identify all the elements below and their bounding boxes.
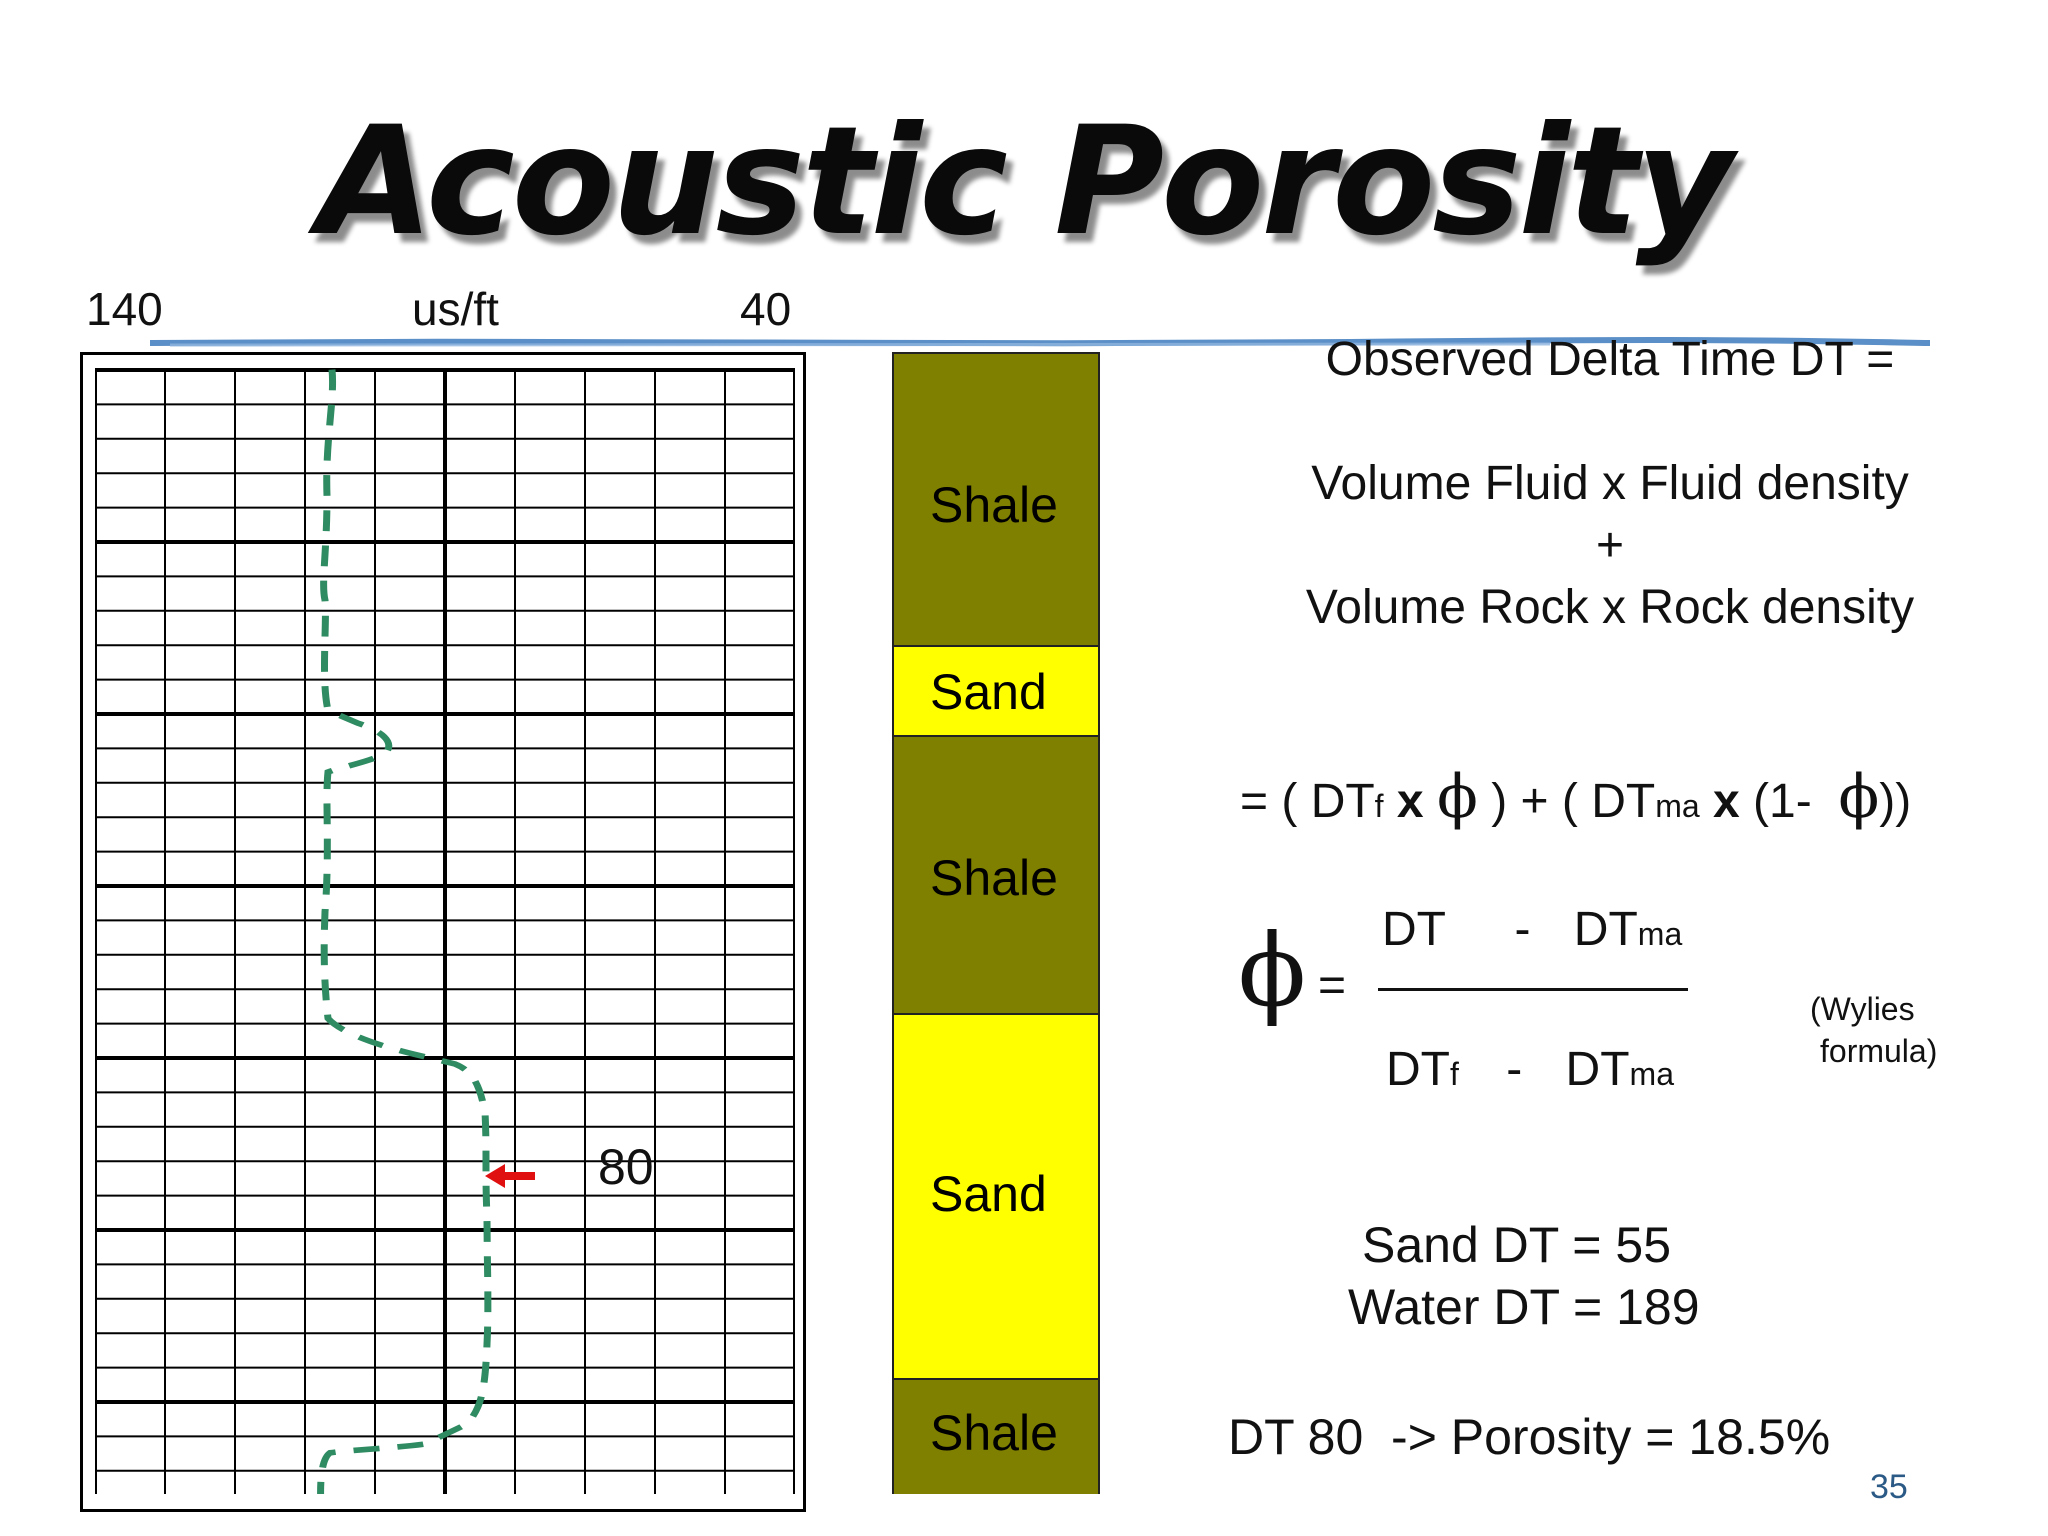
expanded-eq-start: = ( DT: [1240, 775, 1375, 828]
times-sign: x: [1713, 775, 1740, 828]
lithology-label: Sand: [930, 1166, 1047, 1222]
subscript-f: f: [1449, 1056, 1459, 1092]
lithology-layer-shale: Shale: [894, 354, 1098, 647]
fraction-bar: [1378, 988, 1688, 991]
reading-arrow: [485, 1164, 535, 1188]
fraction-equals: =: [1318, 959, 1347, 1012]
slide-title: Acoustic Porosity: [317, 95, 1734, 269]
denominator-dt-ma: DT: [1565, 1043, 1630, 1096]
times-sign: x: [1396, 775, 1424, 828]
scale-unit-label: us/ft: [412, 283, 499, 335]
sand-dt-value: Sand DT = 55: [1362, 1217, 1672, 1273]
numerator-dt-ma: DT: [1573, 903, 1638, 956]
minus-sign: -: [1514, 903, 1531, 956]
numerator-dt: DT: [1382, 903, 1446, 956]
formula-line-fluid: Volume Fluid x Fluid density: [1311, 457, 1909, 510]
formula-plus: +: [1595, 519, 1625, 572]
formula-line-observed-dt: Observed Delta Time DT =: [1325, 333, 1895, 386]
log-track-frame: [80, 352, 806, 1512]
reading-value-label: 80: [598, 1139, 654, 1195]
phi-symbol-large: ϕ: [1238, 912, 1307, 1029]
expanded-close: )): [1879, 775, 1912, 828]
denominator-dt-f: DT: [1386, 1043, 1450, 1096]
lithology-layer-sand: Sand: [894, 1015, 1098, 1380]
lithology-label: Shale: [930, 477, 1058, 533]
header-rule: [150, 337, 1930, 347]
lithology-label: Shale: [930, 1405, 1058, 1461]
dt-curve: [317, 369, 492, 1494]
lithology-column: Shale Sand Shale Sand Shale: [892, 352, 1100, 1494]
minus-sign: -: [1506, 1043, 1523, 1096]
subscript-f: f: [1374, 788, 1384, 824]
lithology-label: Shale: [930, 850, 1058, 906]
phi-symbol: ϕ: [1838, 762, 1880, 832]
porosity-result: DT 80 -> Porosity = 18.5%: [1228, 1409, 1831, 1465]
one-minus: (1-: [1753, 775, 1812, 828]
subscript-ma: ma: [1629, 1056, 1674, 1092]
log-track: [95, 368, 795, 1494]
subscript-ma: ma: [1637, 916, 1683, 952]
log-grid: [95, 368, 795, 1494]
formula-line-rock: Volume Rock x Rock density: [1305, 581, 1915, 634]
formula-expanded: = ( DTf x ϕ ) + ( DTma x (1- ϕ)): [1240, 762, 1911, 832]
lithology-label: Sand: [930, 664, 1047, 720]
lithology-layer-shale: Shale: [894, 1380, 1098, 1494]
scale-left-label: 140: [86, 283, 163, 335]
wylies-note-line: (Wylies: [1810, 991, 1915, 1027]
wylies-note: (Wylies formula): [1810, 988, 1937, 1072]
phi-symbol: ϕ: [1436, 762, 1478, 832]
fraction-denominator: DTf - DTma: [1386, 1042, 1674, 1097]
subscript-ma: ma: [1655, 788, 1700, 824]
expanded-mid: ) + ( DT: [1491, 775, 1656, 828]
fraction-numerator: DT - DTma: [1382, 902, 1682, 957]
wylies-note-line: formula): [1820, 1033, 1938, 1069]
water-dt-value: Water DT = 189: [1348, 1279, 1700, 1335]
scale-right-label: 40: [740, 283, 792, 335]
lithology-layer-shale: Shale: [894, 737, 1098, 1015]
page-number: 35: [1870, 1468, 1908, 1506]
lithology-layer-sand: Sand: [894, 647, 1098, 737]
